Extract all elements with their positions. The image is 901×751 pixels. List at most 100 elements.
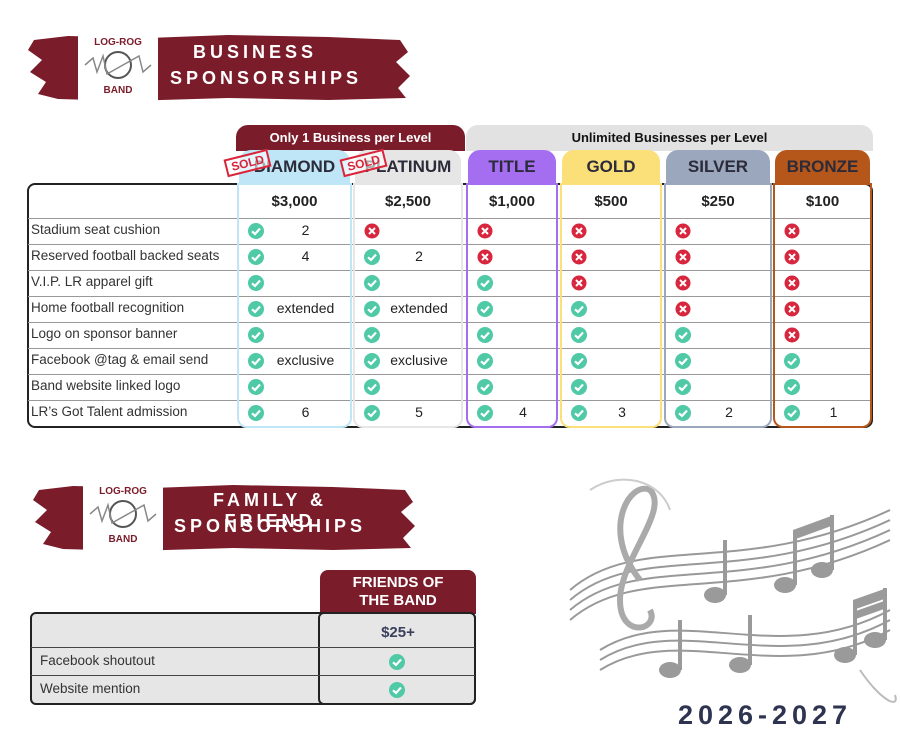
logo-text: LOG-ROG [99, 486, 147, 497]
check-icon [477, 379, 493, 395]
x-icon [784, 301, 800, 317]
check-icon [389, 682, 405, 698]
price: $3,000 [271, 193, 318, 210]
x-icon [477, 249, 493, 265]
benefit: Website mention [40, 681, 141, 696]
check-icon [571, 353, 587, 369]
x-icon [571, 275, 587, 291]
check-icon [248, 327, 264, 343]
level-tab: TITLE [468, 150, 556, 184]
logo-text: BAND [103, 85, 133, 96]
benefit: Band website linked logo [31, 378, 181, 393]
check-icon [364, 353, 380, 369]
row-line [31, 647, 475, 648]
check-icon [784, 353, 800, 369]
x-icon [784, 327, 800, 343]
check-icon [571, 301, 587, 317]
check-icon [477, 327, 493, 343]
check-icon [248, 275, 264, 291]
row-line [31, 675, 475, 676]
level-tab: BRONZE [775, 150, 870, 184]
x-icon [784, 249, 800, 265]
cell-note: extended [276, 300, 335, 316]
year: 2026-2027 [677, 700, 853, 730]
group-header: Unlimited Businesses per Level [466, 125, 873, 151]
level-tab: FRIENDS OF THE BAND [320, 570, 476, 614]
check-icon [364, 327, 380, 343]
cell-note: 5 [415, 404, 423, 420]
level-tab: GOLD [562, 150, 660, 184]
check-icon [571, 327, 587, 343]
cell-note: 6 [301, 404, 310, 420]
level-column [560, 183, 662, 428]
logo: LOG-ROG BAND [78, 34, 158, 102]
cell-note: 4 [301, 248, 310, 264]
price: $1,000 [489, 193, 535, 210]
cell-note: extended [390, 300, 448, 316]
x-icon [675, 249, 691, 265]
price: $250 [701, 193, 735, 210]
cell-note: 1 [829, 404, 838, 420]
logo: LOG-ROG BAND [83, 483, 163, 551]
banner-title: FAMILY & FRIEND [212, 490, 328, 531]
banner-title: SPONSORSHIPS [170, 68, 363, 88]
logo-art [84, 51, 152, 79]
check-icon [571, 379, 587, 395]
check-icon [389, 654, 405, 670]
row-line [28, 322, 872, 323]
check-icon [248, 353, 264, 369]
level-column [353, 183, 463, 428]
x-icon [364, 223, 380, 239]
check-icon [248, 301, 264, 317]
check-icon [248, 379, 264, 395]
row-line [28, 296, 872, 297]
cell-note: 2 [415, 248, 423, 264]
check-icon [675, 379, 691, 395]
price: $500 [594, 193, 628, 210]
x-icon [571, 223, 587, 239]
check-icon [571, 405, 587, 421]
level-column [466, 183, 558, 428]
cell-note: 2 [301, 222, 310, 238]
x-icon [477, 223, 493, 239]
check-icon [248, 223, 264, 239]
cell-note: 4 [519, 404, 527, 420]
benefit: Stadium seat cushion [31, 222, 161, 237]
benefit: Facebook shoutout [40, 653, 155, 668]
check-icon [784, 379, 800, 395]
row-line [28, 374, 872, 375]
music-notes [569, 478, 897, 703]
row-line [28, 270, 872, 271]
check-icon [675, 353, 691, 369]
cell-note: exclusive [390, 352, 448, 368]
x-icon [784, 275, 800, 291]
x-icon [571, 249, 587, 265]
benefit: Facebook @tag & email send [31, 352, 209, 367]
cell-note: 3 [618, 404, 626, 420]
check-icon [364, 301, 380, 317]
benefit: V.I.P. LR apparel gift [31, 274, 153, 289]
check-icon [675, 327, 691, 343]
x-icon [675, 275, 691, 291]
x-icon [675, 301, 691, 317]
logo-text: BAND [108, 534, 138, 545]
check-icon [675, 405, 691, 421]
business-table: DIAMOND $3,000 SOLD PLATINUM $2,500 SOLD TITLE… [27, 148, 873, 428]
check-icon [364, 379, 380, 395]
cell-note: 2 [725, 404, 733, 420]
check-icon [364, 249, 380, 265]
x-icon [784, 223, 800, 239]
benefit: Reserved football backed seats [31, 248, 220, 263]
price: $25+ [381, 624, 415, 641]
check-icon [477, 301, 493, 317]
check-icon [364, 405, 380, 421]
check-icon [477, 405, 493, 421]
price: $100 [805, 193, 840, 210]
cell-note: exclusive [276, 352, 335, 368]
row-line [28, 400, 872, 401]
level-column [664, 183, 772, 428]
x-icon [675, 223, 691, 239]
benefit: LR’s Got Talent admission [31, 404, 188, 419]
check-icon [364, 275, 380, 291]
benefit: Logo on sponsor banner [31, 326, 178, 341]
